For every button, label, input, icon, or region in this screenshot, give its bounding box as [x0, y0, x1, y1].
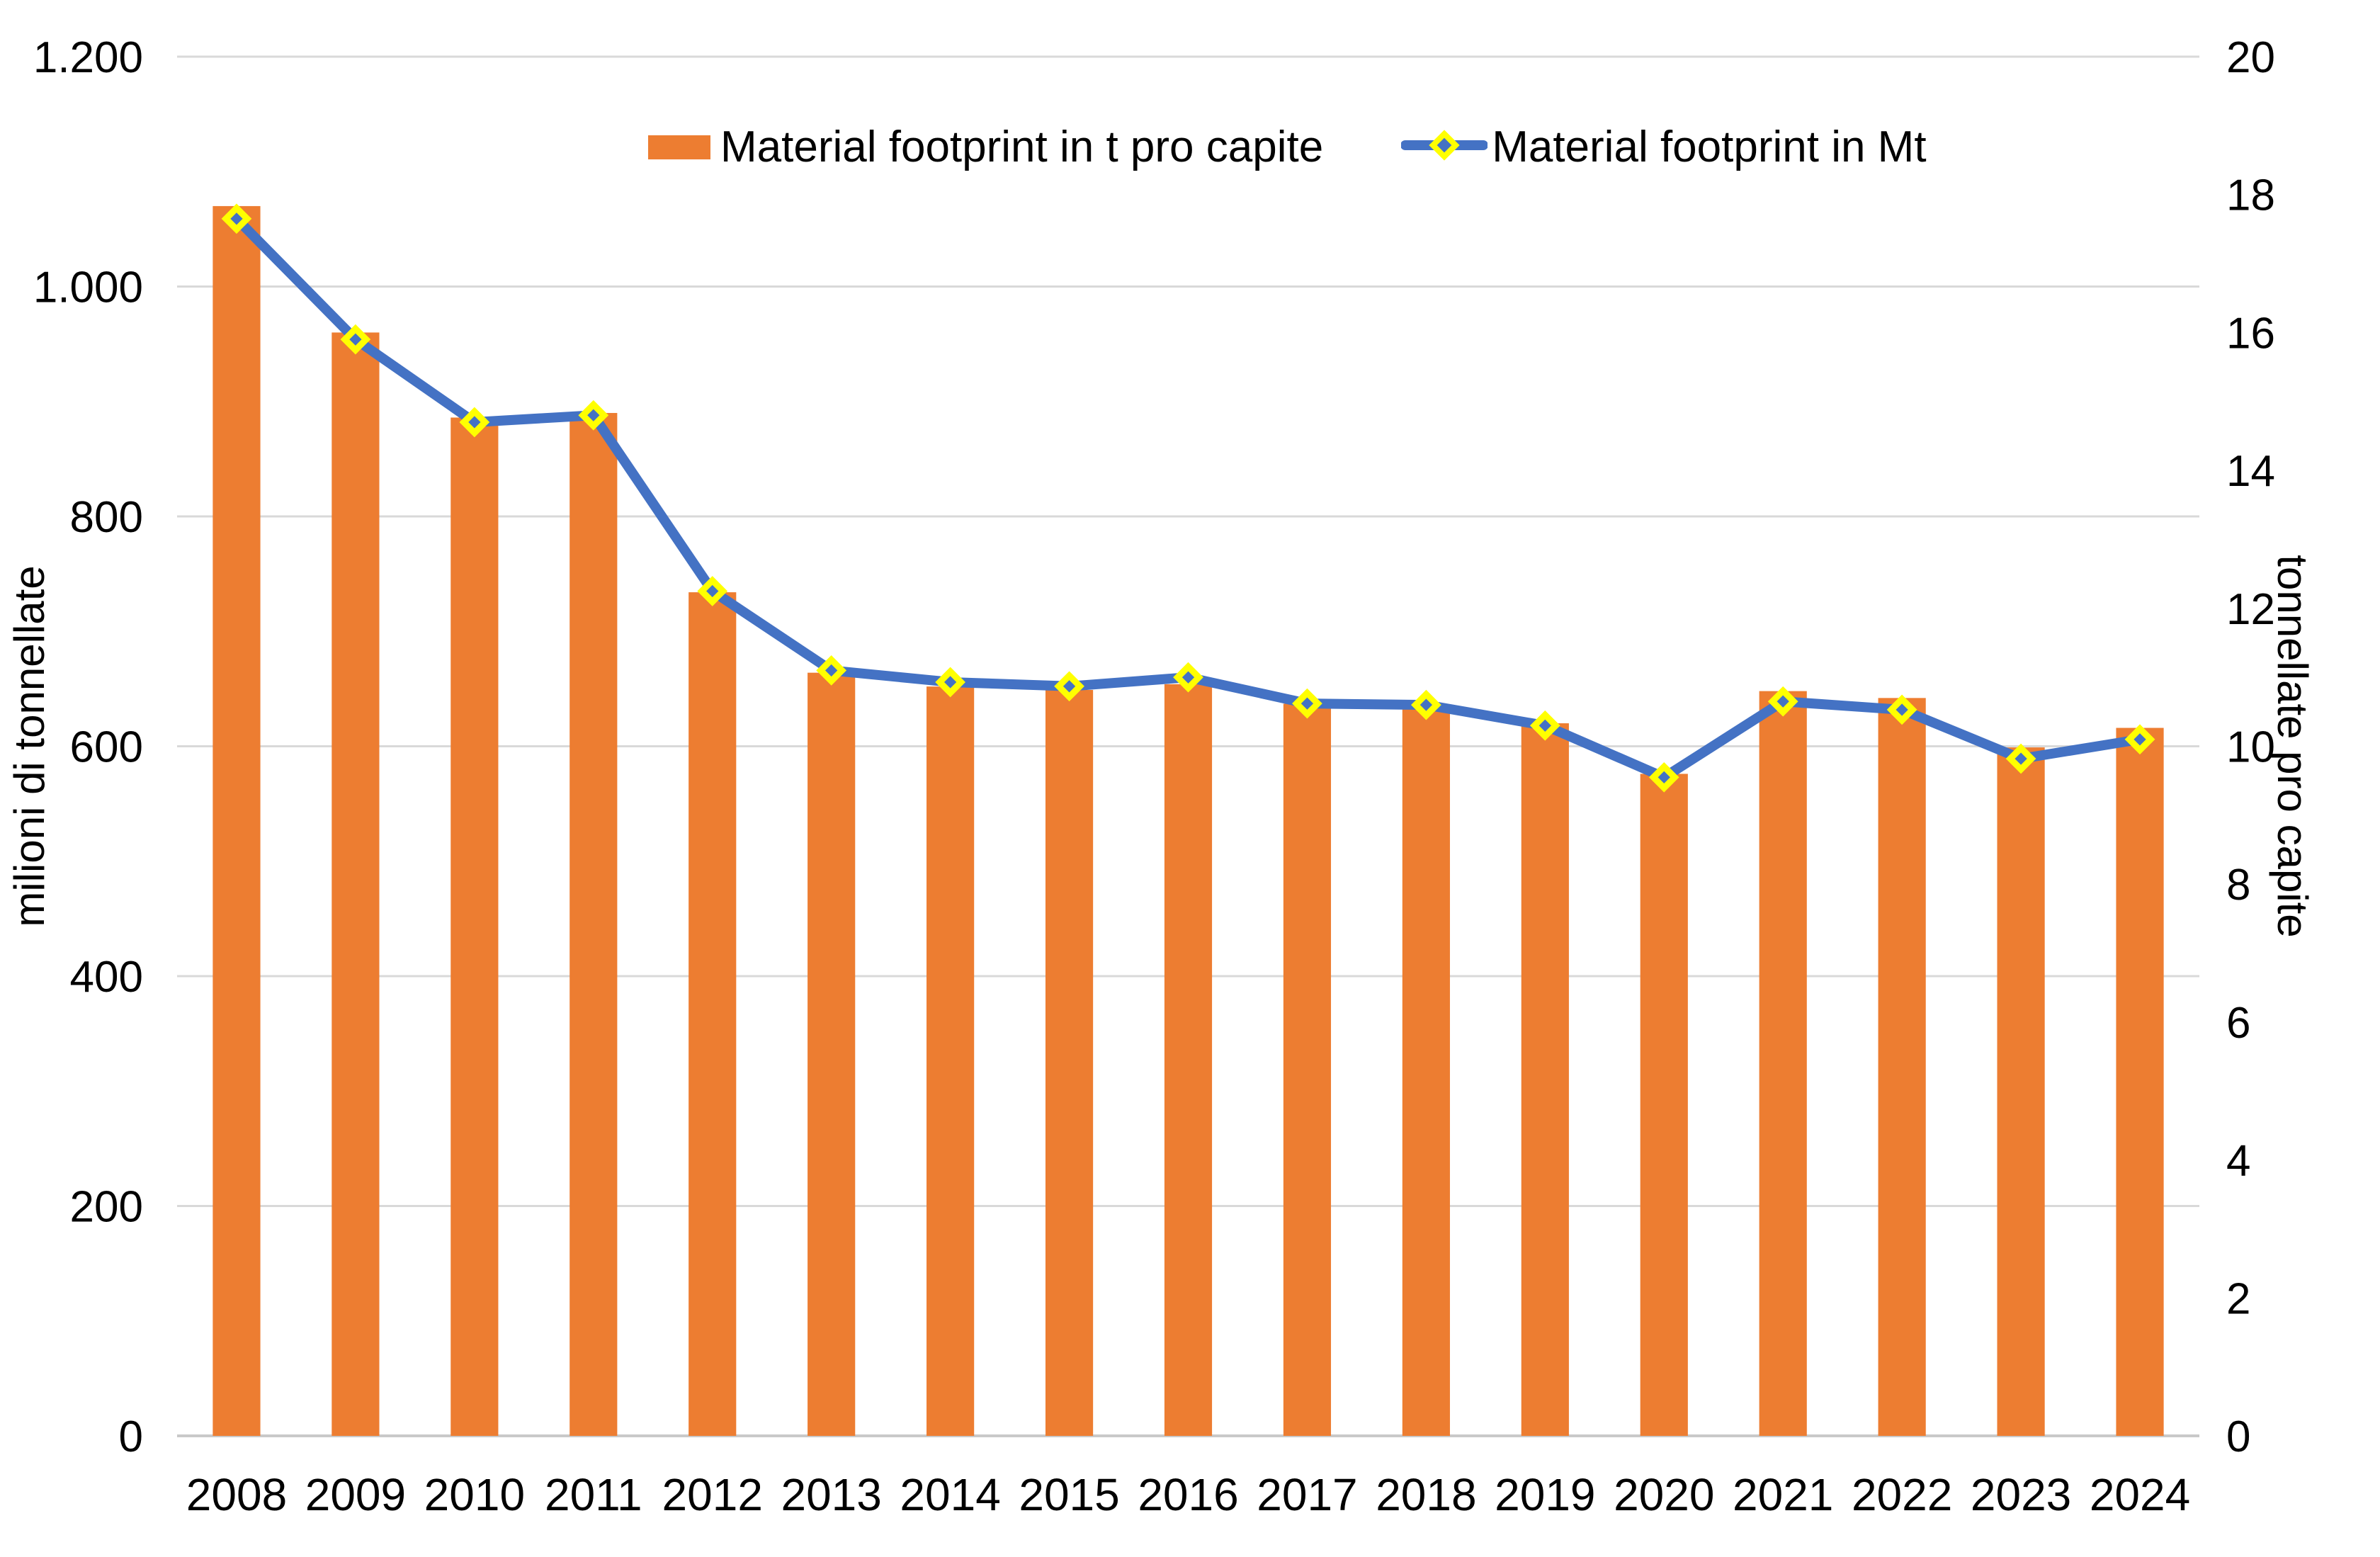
- bar-series-swatch-icon: [648, 135, 710, 159]
- right-axis-tick-label: 6: [2226, 999, 2250, 1048]
- bar-2017: [1283, 703, 1332, 1436]
- right-axis-tick-label: 14: [2226, 447, 2275, 496]
- legend-item-bar-series: Material footprint in t pro capite: [648, 122, 1323, 172]
- x-tick-label-2011: 2011: [545, 1469, 642, 1520]
- marker-2013: [816, 655, 847, 686]
- right-axis-tick-label: 0: [2226, 1412, 2250, 1461]
- marker-2016: [1173, 662, 1203, 693]
- bar-2020: [1640, 774, 1688, 1436]
- x-tick-label-2008: 2008: [186, 1469, 287, 1520]
- marker-2008: [221, 203, 252, 234]
- x-tick-label-2021: 2021: [1733, 1469, 1833, 1520]
- bar-2018: [1402, 707, 1450, 1437]
- marker-2015: [1054, 671, 1084, 702]
- right-axis-tick-label: 20: [2226, 33, 2275, 82]
- left-axis-tick-label: 800: [70, 493, 143, 542]
- x-tick-label-2024: 2024: [2090, 1469, 2190, 1520]
- right-axis-tick-label: 10: [2226, 723, 2275, 772]
- bar-2014: [926, 686, 975, 1436]
- bar-2015: [1045, 689, 1094, 1436]
- right-axis-title: tonnellate pro capite: [2269, 555, 2316, 937]
- bar-2011: [570, 412, 618, 1436]
- x-tick-label-2022: 2022: [1852, 1469, 1952, 1520]
- marker-2020: [1648, 761, 1679, 793]
- right-axis-tick-label: 4: [2226, 1137, 2250, 1186]
- x-tick-label-2015: 2015: [1019, 1469, 1119, 1520]
- legend-item-line-series: Material footprint in Mt: [1400, 122, 1927, 172]
- bar-2019: [1521, 723, 1569, 1436]
- x-tick-label-2018: 2018: [1376, 1469, 1476, 1520]
- x-tick-label-2009: 2009: [305, 1469, 406, 1520]
- marker-2022: [1886, 694, 1917, 725]
- bar-2016: [1164, 684, 1213, 1436]
- x-tick-label-2020: 2020: [1614, 1469, 1714, 1520]
- bar-2010: [450, 417, 499, 1436]
- bar-2023: [1997, 747, 2045, 1436]
- marker-2019: [1529, 710, 1560, 741]
- marker-2009: [340, 324, 371, 355]
- left-axis-tick-label: 600: [70, 723, 143, 772]
- left-axis-title: milioni di tonnellate: [6, 565, 53, 927]
- x-tick-label-2019: 2019: [1495, 1469, 1595, 1520]
- marker-2024: [2124, 724, 2155, 755]
- legend: Material footprint in t pro capite Mater…: [648, 122, 1927, 172]
- marker-2012: [697, 576, 728, 606]
- legend-label-bar-series: Material footprint in t pro capite: [720, 123, 1324, 171]
- legend-label-line-series: Material footprint in Mt: [1492, 123, 1927, 171]
- right-axis-tick-label: 16: [2226, 309, 2275, 358]
- x-tick-label-2010: 2010: [424, 1469, 525, 1520]
- right-axis-tick-label: 18: [2226, 171, 2275, 220]
- bar-2009: [332, 332, 380, 1436]
- x-tick-label-2014: 2014: [900, 1469, 1000, 1520]
- x-tick-label-2013: 2013: [781, 1469, 881, 1520]
- left-axis-tick-label: 0: [119, 1412, 143, 1461]
- bar-2024: [2116, 727, 2164, 1436]
- marker-2018: [1411, 689, 1441, 720]
- bar-2013: [808, 672, 856, 1437]
- marker-2011: [578, 400, 609, 431]
- x-tick-label-2012: 2012: [662, 1469, 763, 1520]
- marker-2017: [1292, 688, 1322, 719]
- left-axis-tick-label: 1.200: [33, 33, 143, 82]
- right-axis-tick-label: 8: [2226, 861, 2250, 910]
- x-tick-label-2023: 2023: [1971, 1469, 2071, 1520]
- marker-2010: [459, 407, 490, 438]
- bar-2012: [688, 592, 737, 1437]
- marker-2023: [2005, 743, 2036, 774]
- x-tick-label-2016: 2016: [1138, 1469, 1238, 1520]
- marker-2021: [1767, 686, 1798, 717]
- bar-2021: [1759, 691, 1807, 1436]
- right-axis-tick-label: 2: [2226, 1274, 2250, 1323]
- marker-2014: [935, 667, 965, 698]
- left-axis-tick-label: 200: [70, 1183, 143, 1232]
- left-axis-tick-label: 1.000: [33, 264, 143, 312]
- line-series-marker-icon: [1400, 127, 1489, 167]
- legend-diamond-marker-icon: [1429, 130, 1460, 161]
- bar-2022: [1878, 698, 1926, 1436]
- right-axis-tick-label: 12: [2226, 585, 2275, 634]
- left-axis-tick-label: 400: [70, 953, 143, 1002]
- bar-2008: [212, 205, 261, 1436]
- x-tick-label-2017: 2017: [1257, 1469, 1357, 1520]
